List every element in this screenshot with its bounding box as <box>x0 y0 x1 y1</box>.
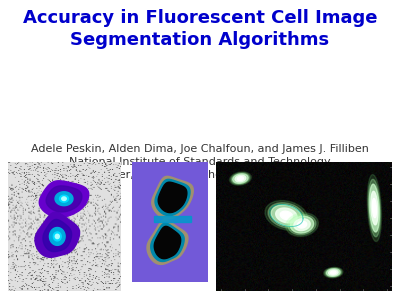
Polygon shape <box>326 269 340 276</box>
Polygon shape <box>265 201 308 230</box>
Polygon shape <box>43 219 72 252</box>
Polygon shape <box>294 219 310 231</box>
Polygon shape <box>155 179 190 216</box>
Polygon shape <box>50 227 65 245</box>
Polygon shape <box>152 176 193 219</box>
Polygon shape <box>62 197 66 200</box>
Polygon shape <box>46 186 82 212</box>
Polygon shape <box>369 184 380 232</box>
Polygon shape <box>231 173 250 184</box>
Polygon shape <box>230 172 251 185</box>
Polygon shape <box>147 220 188 264</box>
Polygon shape <box>280 211 292 220</box>
Polygon shape <box>35 212 80 257</box>
Polygon shape <box>371 191 378 225</box>
Polygon shape <box>235 175 246 182</box>
Polygon shape <box>325 268 342 277</box>
Polygon shape <box>368 179 380 237</box>
Text: Accuracy in Fluorescent Cell Image
Segmentation Algorithms: Accuracy in Fluorescent Cell Image Segme… <box>23 9 377 49</box>
Polygon shape <box>154 226 181 259</box>
Polygon shape <box>290 216 314 233</box>
Polygon shape <box>297 221 307 228</box>
Polygon shape <box>158 182 187 213</box>
Polygon shape <box>55 234 59 239</box>
Polygon shape <box>276 208 297 223</box>
Polygon shape <box>268 203 305 228</box>
Polygon shape <box>271 205 302 226</box>
Polygon shape <box>151 223 184 262</box>
Polygon shape <box>39 181 89 217</box>
Polygon shape <box>288 214 316 235</box>
Polygon shape <box>324 267 343 278</box>
Polygon shape <box>53 232 61 241</box>
Polygon shape <box>233 174 248 183</box>
Polygon shape <box>328 270 338 275</box>
Polygon shape <box>154 215 191 222</box>
Polygon shape <box>286 213 318 236</box>
Text: Adele Peskin, Alden Dima, Joe Chalfoun, and James J. Filliben
National Institute: Adele Peskin, Alden Dima, Joe Chalfoun, … <box>31 144 369 180</box>
Polygon shape <box>60 195 68 202</box>
Polygon shape <box>367 175 382 242</box>
Polygon shape <box>331 271 336 274</box>
Polygon shape <box>372 199 376 218</box>
Polygon shape <box>237 177 244 181</box>
Polygon shape <box>55 192 73 206</box>
